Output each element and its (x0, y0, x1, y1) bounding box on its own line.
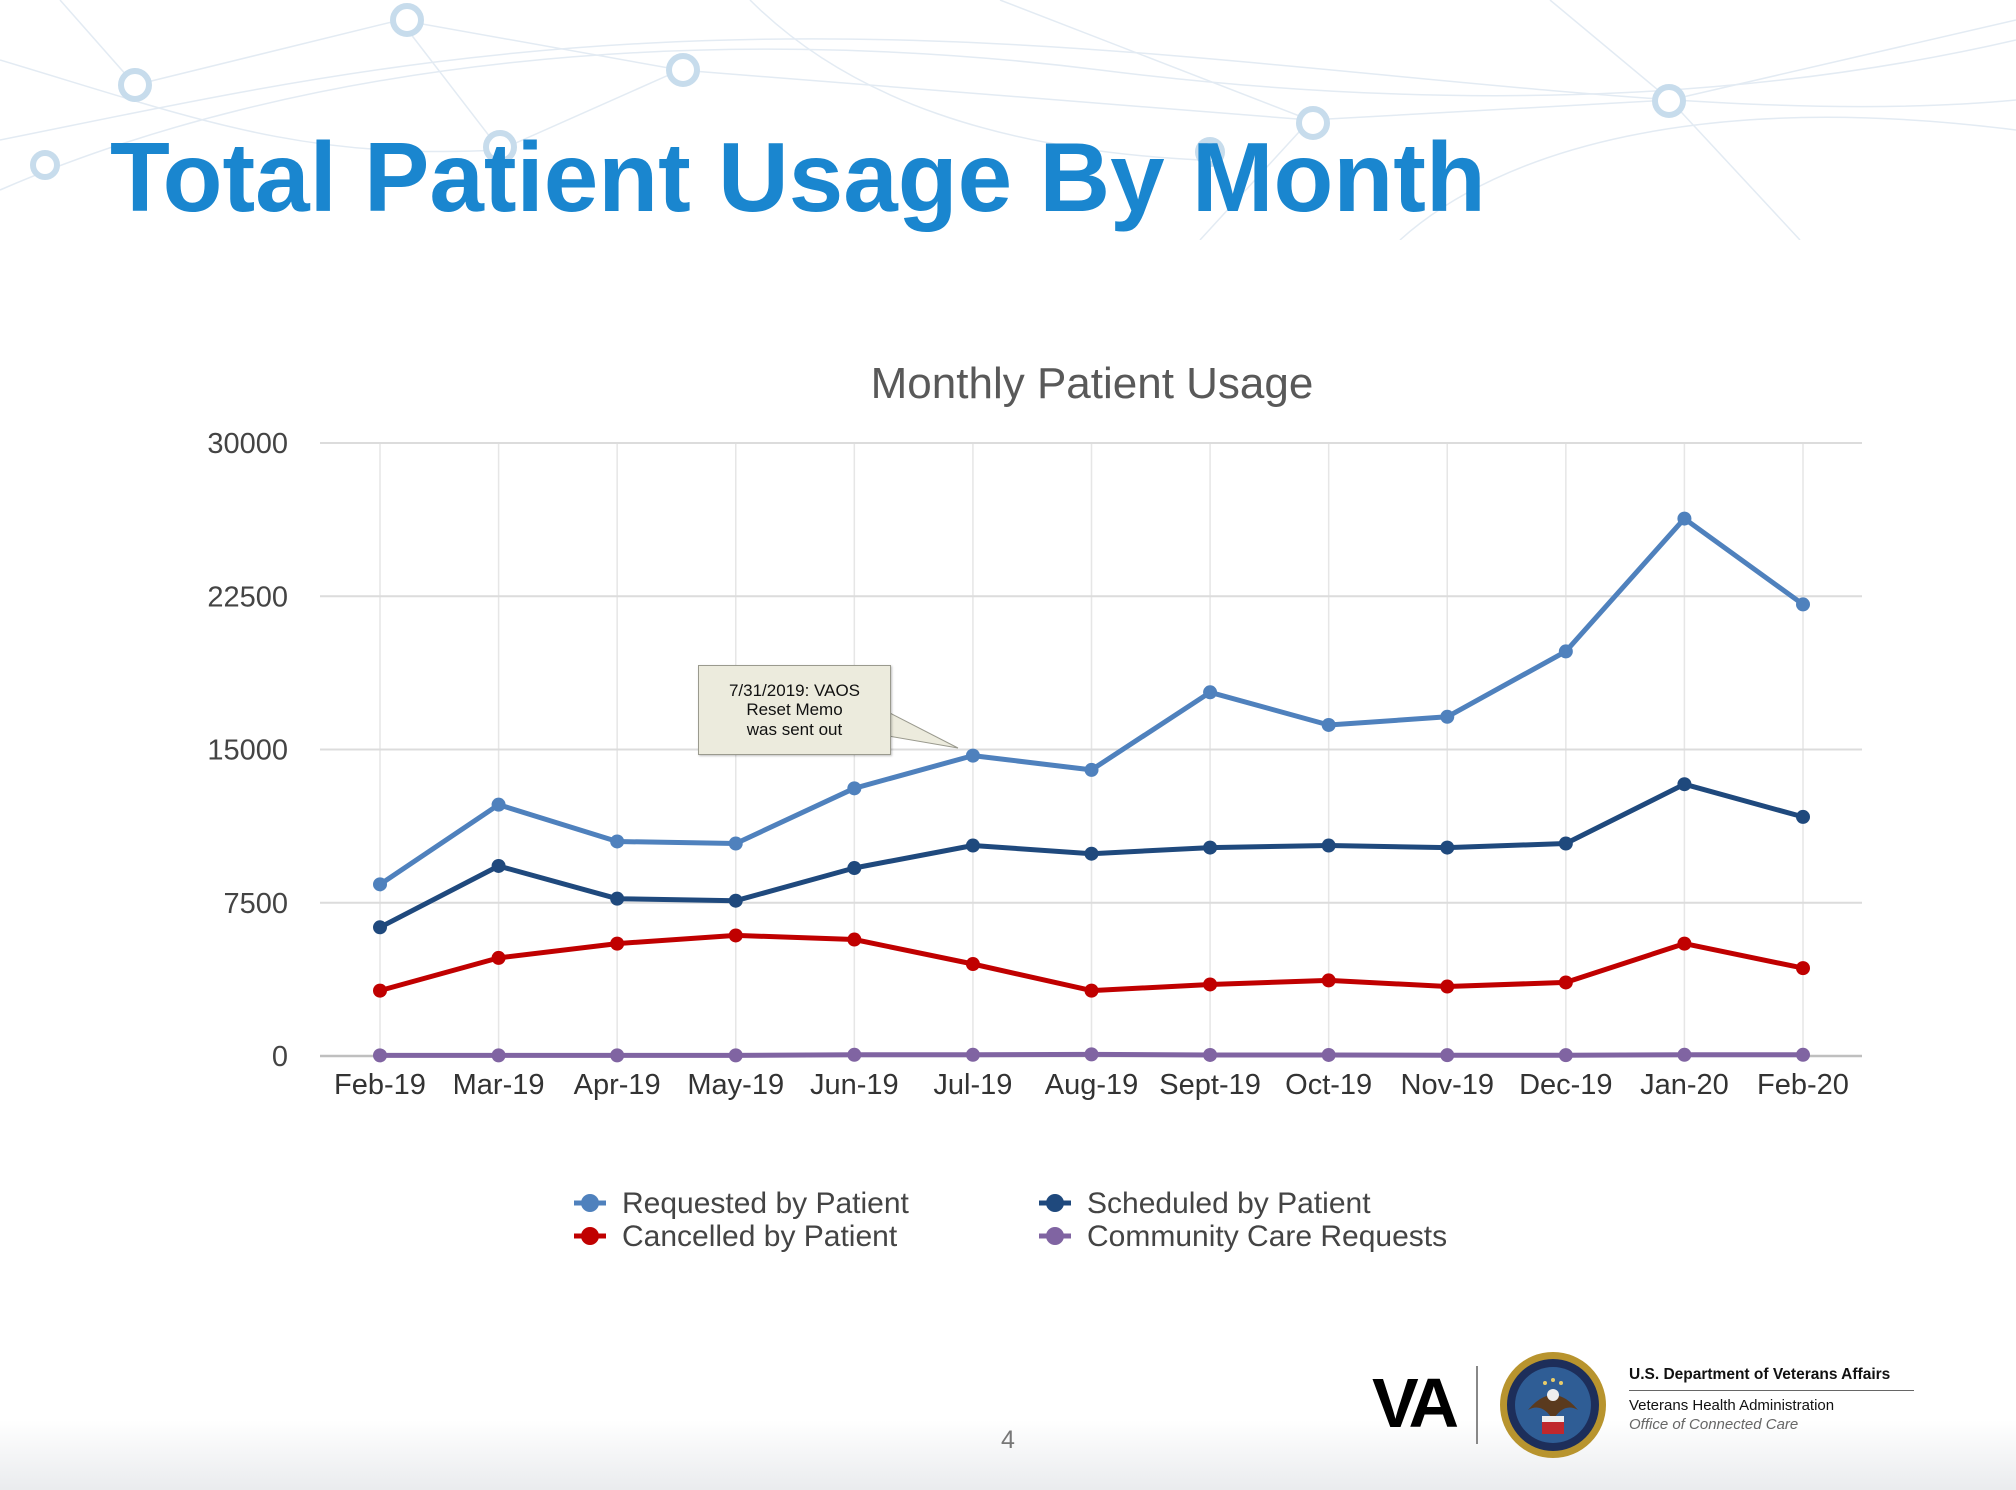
data-point (1558, 644, 1573, 659)
data-point (610, 936, 625, 951)
data-point (728, 893, 743, 908)
legend-label: Requested by Patient (622, 1187, 910, 1220)
y-tick-label: 7500 (223, 888, 288, 920)
data-point (1677, 777, 1692, 792)
data-point (728, 928, 743, 943)
data-point (1084, 846, 1099, 861)
data-point (847, 932, 862, 947)
data-point (728, 836, 743, 851)
data-point (847, 1047, 862, 1062)
y-tick-label: 0 (272, 1041, 288, 1073)
data-point (491, 1048, 506, 1063)
chart-legend: Requested by Patient Scheduled by Patient… (574, 1187, 1447, 1253)
data-point (1440, 709, 1455, 724)
legend-label: Community Care Requests (1087, 1220, 1447, 1253)
data-point (1321, 717, 1336, 732)
agency-name: U.S. Department of Veterans Affairs (1629, 1366, 1914, 1391)
data-point (373, 877, 387, 892)
x-tick-label: Dec-19 (1519, 1069, 1613, 1101)
data-point (1084, 1047, 1099, 1062)
data-point (373, 920, 387, 935)
data-point (1796, 961, 1810, 976)
annotation-callout: 7/31/2019: VAOS Reset Memo was sent out (698, 665, 891, 755)
data-point (1677, 1047, 1692, 1062)
legend-label: Scheduled by Patient (1087, 1187, 1371, 1220)
data-point (610, 891, 625, 906)
x-axis-tick-labels: Feb-19 Mar-19 Apr-19 May-19 Jun-19 Jul-19 Aug-… (334, 1069, 1849, 1101)
data-point (1796, 809, 1810, 824)
va-seal-icon (1500, 1352, 1606, 1458)
x-tick-label: Feb-20 (1757, 1069, 1849, 1101)
data-point (1084, 762, 1099, 777)
data-point (491, 797, 506, 812)
va-logo: VA (1372, 1364, 1459, 1442)
legend-label: Cancelled by Patient (622, 1220, 898, 1253)
data-point (373, 983, 387, 998)
data-point (847, 861, 862, 876)
x-tick-label: Apr-19 (574, 1069, 661, 1101)
administration-name: Veterans Health Administration (1629, 1397, 1835, 1414)
data-point (1796, 597, 1810, 612)
line-chart: Monthly Patient Usage 0 7500 15000 22500 300… (207, 359, 1862, 1253)
footer-gradient (0, 1420, 2016, 1490)
legend-marker (1046, 1194, 1064, 1212)
data-point (1203, 685, 1218, 700)
x-tick-label: Feb-19 (334, 1069, 426, 1101)
data-point (1440, 979, 1455, 994)
legend-marker (1046, 1227, 1064, 1245)
data-point (965, 748, 980, 763)
x-tick-label: Mar-19 (453, 1069, 545, 1101)
office-name: Office of Connected Care (1629, 1416, 1799, 1433)
x-tick-label: Jan-20 (1640, 1069, 1729, 1101)
y-tick-label: 22500 (207, 581, 288, 613)
legend-marker (581, 1227, 599, 1245)
data-point (1440, 840, 1455, 855)
page-number: 4 (1001, 1426, 1015, 1454)
data-point (1796, 1047, 1810, 1062)
data-point (610, 1048, 625, 1063)
data-point (965, 957, 980, 972)
series-points (373, 511, 1810, 1063)
data-point (1084, 983, 1099, 998)
data-point (965, 838, 980, 853)
data-point (1558, 836, 1573, 851)
agency-block: U.S. Department of Veterans Affairs Vete… (1629, 1366, 1914, 1433)
slide-title: Total Patient Usage By Month (110, 122, 1486, 232)
data-point (1321, 1047, 1336, 1062)
data-point (1203, 1047, 1218, 1062)
y-tick-label: 15000 (207, 735, 288, 767)
data-point (491, 950, 506, 965)
data-point (728, 1048, 743, 1063)
chart-title: Monthly Patient Usage (871, 359, 1314, 408)
data-point (610, 834, 625, 849)
data-point (1558, 1048, 1573, 1063)
logo-divider (1476, 1366, 1478, 1444)
x-tick-label: Jul-19 (933, 1069, 1012, 1101)
data-point (847, 781, 862, 796)
annotation-text: 7/31/2019: VAOS Reset Memo was sent out (728, 680, 861, 739)
data-point (1321, 838, 1336, 853)
y-tick-label: 30000 (207, 428, 288, 460)
data-point (965, 1047, 980, 1062)
data-point (373, 1048, 387, 1063)
x-tick-label: Oct-19 (1285, 1069, 1372, 1101)
data-point (1677, 936, 1692, 951)
y-axis-tick-labels: 0 7500 15000 22500 30000 (207, 428, 288, 1073)
x-tick-label: Sept-19 (1159, 1069, 1261, 1101)
data-point (1203, 840, 1218, 855)
data-point (491, 858, 506, 873)
data-point (1440, 1048, 1455, 1063)
x-tick-label: Nov-19 (1401, 1069, 1495, 1101)
x-tick-label: Jun-19 (810, 1069, 899, 1101)
data-point (1203, 977, 1218, 992)
network-background-decoration (0, 0, 2016, 240)
x-tick-label: May-19 (687, 1069, 784, 1101)
legend-marker (581, 1194, 599, 1212)
data-point (1321, 973, 1336, 988)
data-point (1677, 511, 1692, 526)
x-tick-label: Aug-19 (1045, 1069, 1139, 1101)
data-point (1558, 975, 1573, 990)
